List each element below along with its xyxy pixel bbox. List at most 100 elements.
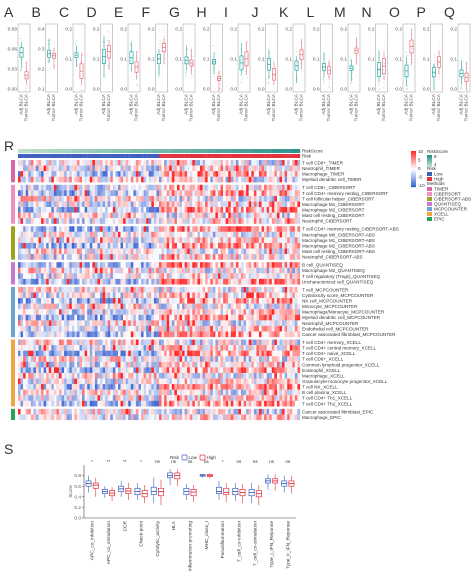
heatmap-cell	[202, 242, 206, 249]
heatmap-cell	[100, 190, 103, 197]
heatmap-cell	[264, 356, 267, 362]
heatmap-cell	[159, 218, 162, 224]
heatmap-cell	[243, 184, 247, 191]
heatmap-cell	[48, 248, 52, 255]
heatmap-cell	[256, 356, 260, 362]
panel-point	[438, 61, 440, 63]
heatmap-cell	[61, 345, 65, 351]
heatmap-cell	[23, 267, 26, 274]
heatmap-cell	[117, 212, 121, 219]
heatmap-cell	[125, 165, 129, 172]
heatmap-cell	[79, 226, 83, 232]
heatmap-cell	[258, 176, 262, 183]
heatmap-cell	[41, 195, 44, 202]
heatmap-cell	[205, 165, 208, 172]
heatmap-cell	[71, 231, 75, 238]
heatmap-cell	[176, 303, 180, 310]
panel-a-ytick: 0.00	[8, 87, 18, 93]
heatmap-cell	[94, 231, 98, 238]
heatmap-cell	[274, 331, 278, 338]
heatmap-cell	[205, 286, 208, 293]
heatmap-cell	[174, 331, 178, 338]
heatmap-cell	[274, 356, 278, 362]
heatmap-cell	[94, 278, 98, 285]
heatmap-cell	[274, 160, 278, 166]
heatmap-cell	[228, 160, 231, 166]
heatmap-cell	[128, 372, 131, 379]
heatmap-cell	[59, 248, 62, 255]
heatmap-cell	[289, 286, 293, 293]
heatmap-cell	[207, 207, 211, 213]
heatmap-cell	[33, 248, 37, 255]
heatmap-cell	[53, 207, 57, 213]
heatmap-cell	[266, 320, 270, 327]
heatmap-cell	[102, 176, 106, 183]
panel-point	[52, 55, 54, 57]
heatmap-cell	[56, 320, 60, 327]
heatmap-cell	[284, 361, 288, 368]
heatmap-cell	[92, 267, 96, 274]
heatmap-cell	[287, 190, 290, 197]
panel-point	[192, 55, 193, 57]
heatmap-cell	[20, 267, 24, 274]
heatmap-cell	[135, 218, 139, 224]
heatmap-cell	[153, 176, 157, 183]
heatmap-cell	[82, 286, 85, 293]
heatmap-cell	[110, 248, 113, 255]
heatmap-cell	[233, 372, 237, 379]
panel-point	[268, 53, 269, 55]
heatmap-cell	[89, 356, 93, 362]
heatmap-cell	[25, 195, 29, 202]
heatmap-cell	[141, 273, 144, 279]
heatmap-cell	[153, 320, 157, 327]
heatmap-cell	[107, 356, 111, 362]
heatmap-cell	[292, 350, 295, 357]
heatmap-cell	[289, 165, 293, 172]
heatmap-cell	[66, 331, 70, 338]
panel-point	[213, 64, 215, 66]
heatmap-cell	[210, 292, 213, 299]
heatmap-cell	[56, 190, 60, 197]
heatmap-cell	[207, 212, 211, 219]
panel-point	[411, 45, 413, 47]
heatmap-cell	[87, 339, 90, 346]
heatmap-cell	[23, 207, 26, 213]
heatmap-cell	[79, 231, 83, 238]
heatmap-cell	[207, 226, 211, 232]
heatmap-cell	[120, 184, 124, 191]
heatmap-cell	[48, 242, 52, 249]
heatmap-cell	[59, 367, 62, 374]
heatmap-cell	[274, 254, 278, 260]
heatmap-cell	[53, 171, 57, 177]
heatmap-cell	[79, 248, 83, 255]
heatmap-cell	[248, 165, 252, 172]
heatmap-cell	[61, 350, 65, 357]
heatmap-cell	[112, 262, 116, 268]
heatmap-cell	[287, 367, 290, 374]
heatmap-cell	[166, 372, 170, 379]
panel-point	[159, 68, 161, 69]
heatmap-cell	[269, 292, 272, 299]
heatmap-cell	[189, 273, 193, 279]
heatmap-cell	[228, 356, 231, 362]
heatmap-cell	[43, 218, 47, 224]
heatmap-cell	[105, 262, 108, 268]
heatmap-cell	[179, 160, 183, 166]
panel-point	[324, 52, 326, 54]
heatmap-cell	[143, 273, 147, 279]
heatmap-cell	[56, 339, 60, 346]
heatmap-cell	[33, 184, 37, 191]
heatmap-cell	[30, 331, 34, 338]
riskscore-cell	[189, 149, 193, 153]
heatmap-cell	[187, 171, 190, 177]
heatmap-cell	[194, 292, 198, 299]
heatmap-cell	[48, 286, 52, 293]
heatmap-cell	[156, 361, 160, 368]
heatmap-cell	[179, 361, 183, 368]
heatmap-cell	[105, 278, 108, 285]
heatmap-cell	[164, 248, 167, 255]
heatmap-cell	[138, 345, 142, 351]
heatmap-cell	[279, 292, 283, 299]
heatmap-cell	[194, 331, 198, 338]
heatmap-cell	[225, 171, 229, 177]
